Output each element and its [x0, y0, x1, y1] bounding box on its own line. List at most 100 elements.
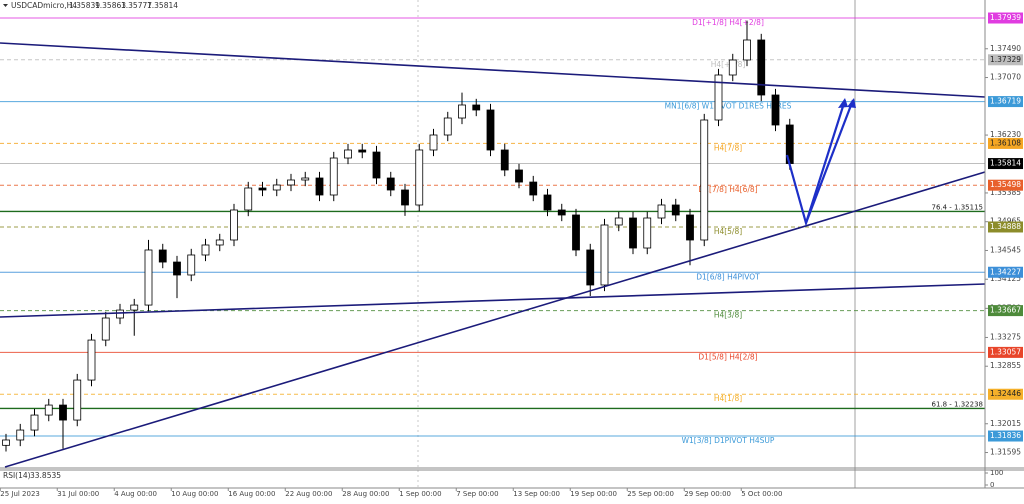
candle-body — [44, 404, 53, 416]
candle-body — [344, 149, 352, 159]
y-tick-label: 1.36230 — [990, 130, 1021, 139]
candle-body — [743, 39, 751, 61]
candle-body — [443, 117, 452, 136]
level-label: H4[1/8] — [714, 394, 742, 403]
x-tick-label: 22 Aug 00:00 — [285, 490, 332, 498]
trendline — [0, 283, 986, 318]
price-label: 1.35498 — [990, 180, 1021, 189]
price-label-box — [988, 54, 1023, 66]
candle-body — [201, 244, 210, 256]
menu-icon — [3, 4, 8, 7]
x-tick-label: 29 Sep 00:00 — [684, 490, 731, 498]
trendline — [4, 171, 986, 468]
candle-body — [16, 429, 25, 441]
candle-body — [401, 189, 409, 206]
price-label: 1.34227 — [990, 267, 1021, 276]
indicator-tick-label: 100 — [990, 469, 1003, 477]
candle-body — [728, 59, 737, 76]
candle-body — [472, 104, 481, 111]
price-label-box — [988, 158, 1023, 170]
candle-body — [629, 217, 637, 249]
candle-body — [529, 181, 538, 196]
candle-body — [2, 439, 10, 446]
price-label-box — [988, 137, 1023, 149]
price-label-box — [988, 221, 1023, 233]
open-price: 1.35839 — [69, 1, 100, 10]
trendline — [0, 42, 986, 98]
x-tick-label: 16 Aug 00:00 — [228, 490, 275, 498]
candle-body — [771, 94, 780, 126]
candle-body — [372, 151, 381, 179]
candle-body — [30, 414, 39, 431]
level-label: D1[6/8] H4PIVOT — [696, 272, 760, 281]
indicator-value: 33.8535 — [30, 471, 61, 480]
x-tick-label: 1 Sep 00:00 — [399, 490, 441, 498]
x-tick-label: 25 Sep 00:00 — [627, 490, 674, 498]
indicator-name: RSI(14) — [3, 471, 31, 480]
candle-body — [272, 184, 281, 191]
candle-body — [244, 187, 253, 211]
price-label-box — [988, 305, 1023, 317]
candle-body — [301, 177, 310, 181]
level-label: H4[3/8] — [714, 311, 742, 320]
chart-header: USDCADmicro,H4 1.35839 1.35863 1.35777 1… — [3, 1, 178, 10]
candle-body — [230, 209, 238, 241]
levels: 76.4 - 1.35115 61.8 - 1.32238 D1[+1/8] H4[… — [0, 17, 985, 445]
x-tick-label: 7 Sep 00:00 — [456, 490, 498, 498]
y-tick-label: 1.34965 — [990, 217, 1021, 226]
price-label-box — [988, 12, 1023, 24]
candle-body — [543, 194, 552, 211]
close-price: 1.35814 — [147, 1, 178, 10]
fibonacci-label: 61.8 - 1.32238 — [931, 400, 983, 408]
price-label: 1.37939 — [990, 13, 1021, 22]
high-price: 1.35863 — [95, 1, 126, 10]
level-label: D1[7/8] H4[6/8] — [698, 185, 757, 194]
y-tick-label: 1.33275 — [990, 332, 1021, 341]
candle-body — [386, 177, 395, 191]
projection-arrow — [804, 99, 855, 224]
price-label: 1.35814 — [990, 159, 1021, 168]
low-price: 1.35777 — [121, 1, 152, 10]
level-label: H4[+1/8] — [711, 60, 746, 69]
indicator-tick-label: 0 — [990, 481, 994, 489]
candle-body — [130, 304, 139, 311]
candle-body — [643, 217, 652, 249]
price-label-box — [988, 346, 1023, 358]
y-tick-label: 1.35385 — [990, 188, 1021, 197]
level-label: D1[5/8] H4[2/8] — [698, 352, 757, 361]
x-tick-label: 31 Jul 00:00 — [57, 490, 99, 498]
y-tick-label: 1.34545 — [990, 245, 1021, 254]
candle-body — [515, 169, 523, 183]
price-label-box — [988, 266, 1023, 278]
x-tick-label: 4 Aug 00:00 — [114, 490, 157, 498]
candle-body — [329, 157, 338, 196]
candle-body — [87, 339, 96, 381]
candle-body — [557, 209, 566, 216]
candle-body — [572, 214, 580, 251]
candle-body — [429, 134, 438, 151]
y-tick-label: 1.37070 — [990, 73, 1021, 82]
candle-body — [486, 109, 495, 151]
price-label: 1.34888 — [990, 222, 1021, 231]
y-tick-label: 1.34125 — [990, 274, 1021, 283]
x-tick-label: 19 Sep 00:00 — [570, 490, 617, 498]
level-label: H4[5/8] — [714, 227, 742, 236]
arrow-head — [847, 98, 856, 108]
price-label: 1.33667 — [990, 306, 1021, 315]
candle-body — [686, 214, 694, 241]
candle-body — [614, 217, 623, 226]
candle-body — [757, 39, 766, 96]
price-label: 1.32446 — [990, 389, 1021, 398]
candle-body — [500, 149, 509, 171]
price-label: 1.36719 — [990, 97, 1021, 106]
candle-body — [144, 249, 153, 306]
price-label: 1.31836 — [990, 431, 1021, 440]
price-label-box — [988, 179, 1023, 191]
x-tick-label: 5 Oct 00:00 — [741, 490, 782, 498]
indicator-header: RSI(14) 33.8535 — [3, 471, 61, 480]
level-label: D1[+1/8] H4[+2/8] — [692, 18, 764, 27]
x-tick-label: 25 Jul 2023 — [0, 490, 40, 498]
x-tick-label: 28 Aug 00:00 — [342, 490, 389, 498]
